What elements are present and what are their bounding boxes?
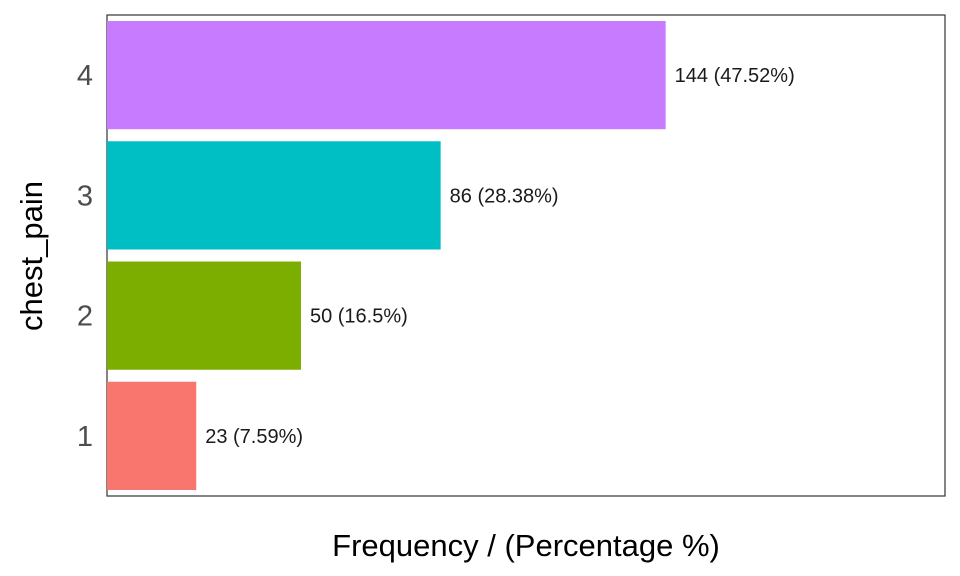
data-label-chest-pain-1: 23 (7.59%) <box>205 426 303 448</box>
data-label-chest-pain-4: 144 (47.52%) <box>675 65 795 87</box>
y-tick-label-2: 2 <box>77 301 93 333</box>
y-tick-label-4: 4 <box>77 60 93 92</box>
bar-chest-pain-3 <box>107 141 441 250</box>
data-label-chest-pain-2: 50 (16.5%) <box>310 306 408 328</box>
bar-chest-pain-4 <box>107 21 666 130</box>
y-tick-label-3: 3 <box>77 180 93 212</box>
data-label-chest-pain-3: 86 (28.38%) <box>450 185 559 207</box>
data-labels-group: 23 (7.59%) 50 (16.5%) 86 (28.38%) 144 (47.5… <box>205 65 795 448</box>
bar-chest-pain-2 <box>107 261 301 370</box>
y-axis-title: chest_pain <box>14 181 49 331</box>
y-tick-label-1: 1 <box>77 421 93 453</box>
y-tick-labels-group: 1 2 3 4 <box>77 60 93 453</box>
bar-chest-pain-1 <box>107 381 197 490</box>
x-axis-title: Frequency / (Percentage %) <box>332 528 720 563</box>
bars-group <box>107 21 666 490</box>
